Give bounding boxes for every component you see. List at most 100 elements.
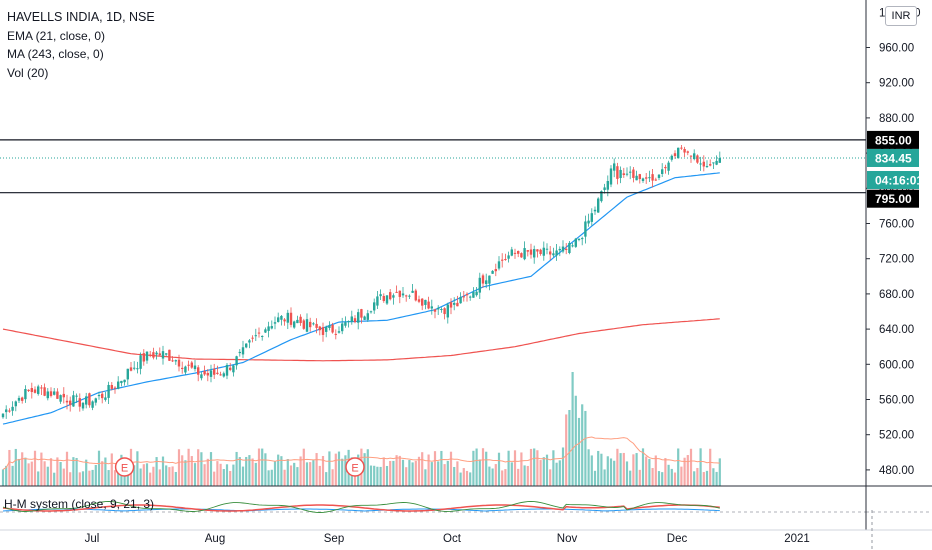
candle-body [139, 355, 142, 369]
price-tick-label: 720.00 [879, 254, 914, 266]
candle-body [705, 165, 709, 167]
candle-body [232, 365, 235, 373]
candle-body [293, 321, 296, 328]
candle-body [113, 387, 117, 389]
volume-bar [424, 469, 427, 486]
volume-bar [670, 468, 673, 486]
candle-body [513, 252, 517, 254]
volume-bar [296, 467, 299, 486]
volume-bar [193, 463, 197, 486]
volume-bar [392, 460, 395, 486]
candle-body [27, 389, 30, 391]
volume-bar [152, 466, 155, 486]
candle-body [469, 296, 472, 298]
price-tick-label: 600.00 [879, 359, 914, 371]
candle-body [552, 253, 555, 256]
candle-body [213, 368, 216, 375]
candle-body [328, 325, 331, 328]
candle-body [158, 353, 161, 356]
volume-bar [398, 455, 401, 486]
candle-body [181, 367, 184, 370]
candle-body [456, 302, 459, 307]
price-tick-label: 960.00 [879, 43, 914, 55]
volume-bar [65, 451, 69, 486]
candle-body [453, 302, 456, 305]
candle-body [177, 359, 181, 367]
candle-body [85, 396, 88, 405]
candle-body [376, 296, 379, 306]
volume-bar [136, 451, 139, 486]
volume-bar [155, 457, 158, 486]
volume-bar [27, 463, 30, 486]
legend-vol[interactable]: Vol (20) [7, 65, 49, 80]
legend-title: HAVELLS INDIA, 1D, NSE [7, 10, 155, 24]
volume-bar [14, 448, 17, 486]
candle-body [171, 360, 174, 362]
last-price-tag: 834.45 [875, 151, 912, 165]
volume-bar [635, 453, 638, 486]
volume-bar [558, 460, 561, 486]
volume-bar [529, 448, 533, 486]
candle-body [481, 275, 485, 284]
candle-body [680, 147, 683, 149]
volume-bar [203, 464, 206, 486]
volume-bar [677, 448, 680, 486]
candle-body [81, 402, 85, 409]
price-tick-label: 680.00 [879, 289, 914, 301]
candle-body [24, 389, 27, 400]
volume-bar [113, 470, 117, 486]
indicator-label[interactable]: H-M system (close, 9, 21, 3) [4, 497, 155, 511]
candle-body [88, 393, 91, 406]
candle-body [645, 177, 648, 179]
candle-body [712, 162, 715, 164]
volume-bar [709, 448, 712, 486]
volume-bar [705, 470, 709, 486]
volume-bar [139, 468, 142, 486]
candle-body [334, 333, 337, 335]
volume-bar [161, 456, 165, 486]
volume-bar [21, 452, 24, 486]
candle-body [558, 248, 561, 251]
candle-body [283, 319, 286, 322]
candle-body [17, 397, 21, 401]
volume-bar [433, 451, 437, 486]
candle-body [101, 393, 104, 399]
candle-body [11, 406, 14, 411]
volume-bar [600, 453, 603, 486]
support-price-tag-bg [867, 189, 919, 208]
volume-bar [632, 454, 635, 486]
currency-button[interactable]: INR [885, 6, 917, 26]
candle-body [520, 253, 523, 258]
time-tick-label: Sep [324, 533, 344, 545]
candle-body [126, 368, 129, 380]
candle-body [59, 395, 62, 402]
indicator-lines [2, 172, 720, 425]
volume-bar [699, 448, 702, 486]
volume-bar [264, 453, 267, 486]
volume-bar [693, 471, 696, 486]
candle-body [209, 370, 213, 377]
candle-body [664, 166, 667, 169]
candle-body [254, 335, 257, 337]
volume-bar [363, 453, 366, 486]
price-tick-label: 560.00 [879, 395, 914, 407]
candle-body [462, 296, 465, 298]
volume-bar [1, 469, 5, 486]
candle-body [53, 391, 56, 395]
candle-body [561, 246, 565, 252]
volume-bar [545, 454, 549, 486]
legend-ema[interactable]: EMA (21, close, 0) [7, 28, 106, 43]
volume-bar [494, 464, 497, 486]
candle-body [110, 385, 113, 389]
earnings-marker-label: E [121, 463, 128, 475]
candle-body [597, 198, 600, 213]
candle-body [245, 343, 248, 348]
volume-bar [81, 471, 85, 486]
legend-ma[interactable]: MA (243, close, 0) [7, 47, 104, 61]
volume-bar [446, 460, 449, 486]
candle-body [280, 315, 283, 320]
volume-bar [46, 466, 49, 486]
volume-bar [648, 459, 651, 486]
